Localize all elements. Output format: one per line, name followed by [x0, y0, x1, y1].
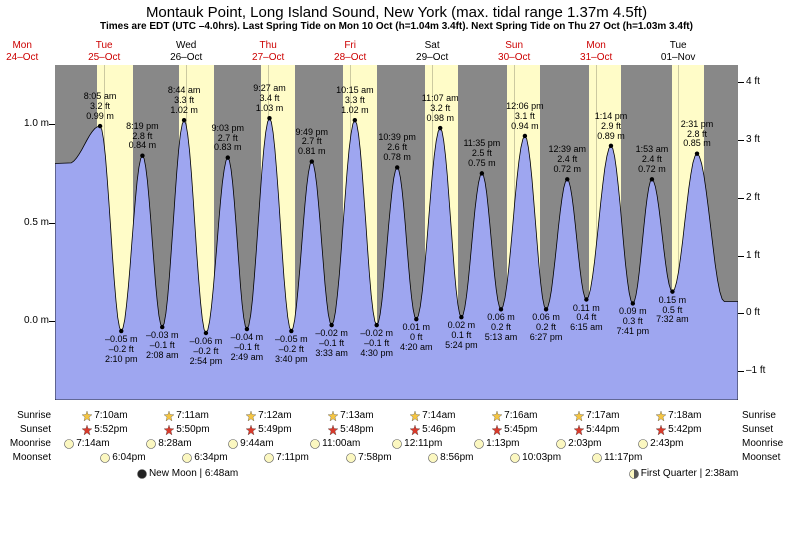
extreme-label: 9:49 pm2.7 ft0.81 m	[296, 128, 329, 158]
extreme-label: 0.01 m0 ft4:20 am	[400, 323, 433, 353]
sunset-value: 5:50pm	[164, 424, 209, 435]
sunset-value: 5:52pm	[82, 424, 127, 435]
moonset-value: 10:03pm	[510, 452, 561, 463]
moonrise-value: 9:44am	[228, 438, 273, 449]
extreme-label: 1:14 pm2.9 ft0.89 m	[595, 112, 628, 142]
extreme-label: –0.03 m–0.1 ft2:08 am	[146, 331, 179, 361]
extreme-label: 1:53 am2.4 ft0.72 m	[636, 145, 669, 175]
sunset-value: 5:44pm	[574, 424, 619, 435]
day-header: Tue25–Oct	[63, 40, 145, 64]
extreme-label: 0.11 m0.4 ft6:15 am	[570, 304, 603, 334]
moonset-value: 8:56pm	[428, 452, 473, 463]
moonset-value: 6:34pm	[182, 452, 227, 463]
extreme-label: 9:27 am3.4 ft1.03 m	[253, 84, 286, 114]
sunrise-value: 7:18am	[656, 410, 701, 421]
sunset-value: 5:48pm	[328, 424, 373, 435]
footer-label: Moonrise	[10, 438, 51, 449]
extreme-label: 11:07 am3.2 ft0.98 m	[422, 94, 459, 124]
sunset-value: 5:46pm	[410, 424, 455, 435]
extreme-label: 8:05 am3.2 ft0.99 m	[84, 92, 117, 122]
extreme-label: 8:19 pm2.8 ft0.84 m	[126, 122, 159, 152]
extreme-label: 10:39 pm2.6 ft0.78 m	[378, 133, 416, 163]
y-tick-right: 1 ft	[746, 250, 760, 261]
extreme-label: 0.06 m0.2 ft6:27 pm	[530, 313, 563, 343]
moonrise-value: 12:11pm	[392, 438, 442, 449]
tide-chart: Montauk Point, Long Island Sound, New Yo…	[0, 0, 793, 539]
extreme-label: –0.06 m–0.2 ft2:54 pm	[190, 337, 223, 367]
day-header: Tue01–Nov	[637, 40, 719, 64]
y-tick-right: 2 ft	[746, 192, 760, 203]
moonset-value: 11:17pm	[592, 452, 642, 463]
moonrise-value: 11:00am	[310, 438, 360, 449]
footer-label: Sunrise	[742, 410, 776, 421]
sunset-value: 5:49pm	[246, 424, 291, 435]
moonset-value: 7:58pm	[346, 452, 391, 463]
moon-phase: New Moon | 6:48am	[137, 468, 238, 479]
sunrise-value: 7:16am	[492, 410, 537, 421]
moonset-value: 6:04pm	[100, 452, 145, 463]
sunset-value: 5:45pm	[492, 424, 537, 435]
y-tick-right: 0 ft	[746, 307, 760, 318]
plot-area: 8:05 am3.2 ft0.99 m –0.05 m–0.2 ft2:10 pm…	[55, 65, 738, 400]
chart-subtitle: Times are EDT (UTC –4.0hrs). Last Spring…	[0, 21, 793, 34]
moonrise-value: 2:43pm	[638, 438, 683, 449]
y-tick-left: 1.0 m	[24, 118, 49, 129]
footer-label: Moonset	[13, 452, 51, 463]
extreme-label: –0.02 m–0.1 ft3:33 am	[315, 329, 348, 359]
day-header: Wed26–Oct	[145, 40, 227, 64]
extreme-label: 2:31 pm2.8 ft0.85 m	[681, 120, 714, 150]
extreme-label: 12:39 am2.4 ft0.72 m	[548, 145, 586, 175]
day-header: Mon31–Oct	[555, 40, 637, 64]
footer-label: Moonrise	[742, 438, 783, 449]
moonrise-value: 7:14am	[64, 438, 109, 449]
sunrise-value: 7:14am	[410, 410, 455, 421]
extreme-label: 0.06 m0.2 ft5:13 am	[485, 313, 518, 343]
moonrise-value: 1:13pm	[474, 438, 519, 449]
sunrise-value: 7:10am	[82, 410, 127, 421]
y-tick-right: 3 ft	[746, 134, 760, 145]
sunrise-value: 7:12am	[246, 410, 291, 421]
day-header: Sat29–Oct	[391, 40, 473, 64]
sunrise-value: 7:13am	[328, 410, 373, 421]
day-header: Mon24–Oct	[0, 40, 63, 64]
sunrise-value: 7:11am	[164, 410, 209, 421]
extreme-label: 11:35 pm2.5 ft0.75 m	[463, 139, 500, 169]
footer-label: Sunset	[20, 424, 51, 435]
day-header: Fri28–Oct	[309, 40, 391, 64]
moonrise-value: 8:28am	[146, 438, 191, 449]
y-tick-left: 0.0 m	[24, 315, 49, 326]
sunset-value: 5:42pm	[656, 424, 701, 435]
day-header: Thu27–Oct	[227, 40, 309, 64]
chart-title: Montauk Point, Long Island Sound, New Yo…	[0, 0, 793, 21]
y-tick-right: –1 ft	[746, 365, 765, 376]
extreme-label: –0.05 m–0.2 ft2:10 pm	[105, 335, 138, 365]
y-tick-left: 0.5 m	[24, 217, 49, 228]
extreme-label: 12:06 pm3.1 ft0.94 m	[506, 102, 544, 132]
y-tick-right: 4 ft	[746, 76, 760, 87]
extreme-label: 0.02 m0.1 ft5:24 pm	[445, 321, 478, 351]
extreme-label: 9:03 pm2.7 ft0.83 m	[212, 124, 245, 154]
extreme-label: 10:15 am3.3 ft1.02 m	[336, 86, 374, 116]
moon-phase: First Quarter | 2:38am	[629, 468, 739, 479]
extreme-label: –0.05 m–0.2 ft3:40 pm	[275, 335, 308, 365]
moonset-value: 7:11pm	[264, 452, 309, 463]
moonrise-value: 2:03pm	[556, 438, 601, 449]
extreme-label: –0.04 m–0.1 ft2:49 am	[231, 333, 264, 363]
extreme-label: –0.02 m–0.1 ft4:30 pm	[360, 329, 393, 359]
footer-label: Moonset	[742, 452, 780, 463]
extreme-label: 0.09 m0.3 ft7:41 pm	[617, 307, 650, 337]
footer-label: Sunset	[742, 424, 773, 435]
extreme-label: 8:44 am3.3 ft1.02 m	[168, 86, 201, 116]
extreme-label: 0.15 m0.5 ft7:32 am	[656, 296, 689, 326]
sunrise-value: 7:17am	[574, 410, 619, 421]
day-header: Sun30–Oct	[473, 40, 555, 64]
footer-label: Sunrise	[17, 410, 51, 421]
